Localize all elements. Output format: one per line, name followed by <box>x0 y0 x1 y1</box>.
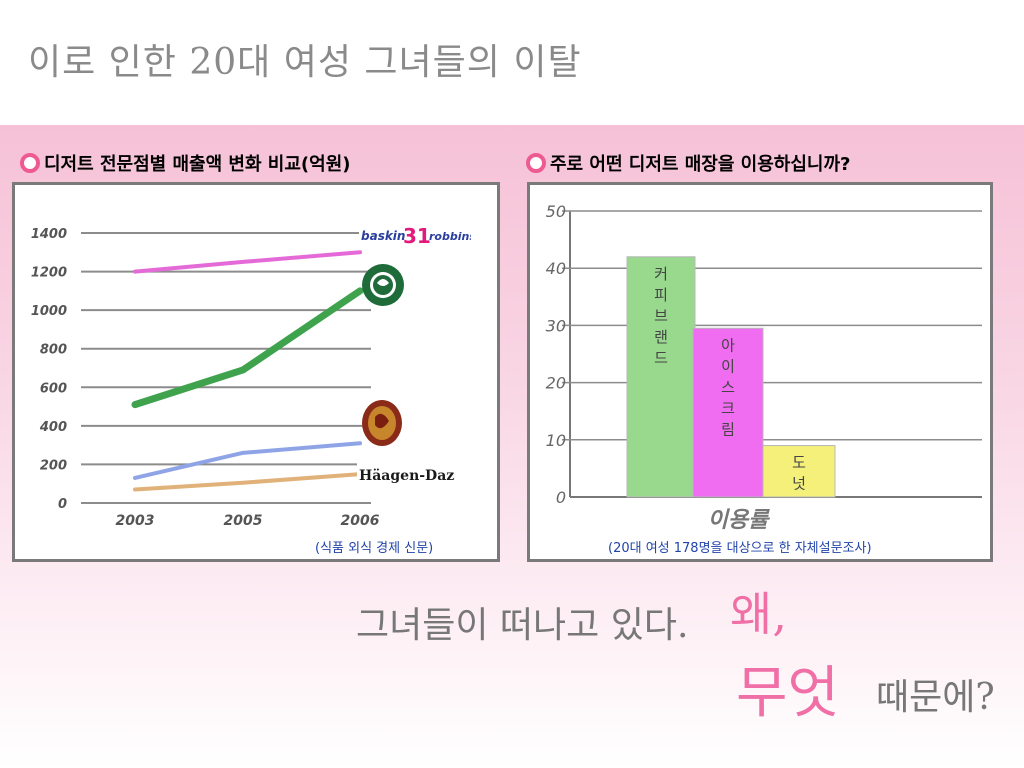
line-chart-panel: 0 200 400 600 800 1000 1200 1400 2003 2005 2006 ba… <box>12 182 500 562</box>
svg-text:robbins: robbins <box>429 230 471 243</box>
tagline-what: 무엇 <box>736 661 840 726</box>
bar <box>626 256 696 498</box>
svg-text:Häagen-Dazs: Häagen-Dazs <box>359 468 455 484</box>
page-title: 이로 인한 20대 여성 그녀들의 이탈 <box>28 42 582 83</box>
x-tick-label: 2005 <box>224 513 263 529</box>
y-tick-label: 200 <box>40 458 67 473</box>
right-heading-text: 주로 어떤 디저트 매장을 이용하십니까? <box>550 154 851 175</box>
y-tick-label: 30 <box>546 316 566 335</box>
y-tick-label: 20 <box>546 374 566 393</box>
y-tick-label: 50 <box>546 202 566 221</box>
y-tick-label: 1400 <box>31 227 67 242</box>
x-tick-label: 2003 <box>116 513 155 529</box>
left-source: (식품 외식 경제 신문) <box>315 541 434 556</box>
right-source: (20대 여성 178명을 대상으로 한 자체설문조사) <box>608 541 872 556</box>
y-tick-label: 800 <box>40 343 67 358</box>
bullet-icon <box>20 153 40 173</box>
tagline-because: 때문에? <box>876 677 995 718</box>
y-tick-label: 0 <box>556 488 566 507</box>
y-tick-label: 10 <box>546 431 566 450</box>
svg-text:baskin: baskin <box>361 229 405 243</box>
y-tick-label: 600 <box>40 381 67 396</box>
right-heading: 주로 어떤 디저트 매장을 이용하십니까? <box>526 148 850 178</box>
line-chart: 0 200 400 600 800 1000 1200 1400 2003 2005 2006 <box>31 227 380 529</box>
tagline-leaving: 그녀들이 떠나고 있다. <box>356 605 689 646</box>
bar <box>692 327 764 498</box>
y-tick-label: 0 <box>58 497 67 512</box>
haagen-dazs-logo: Häagen-Dazs <box>357 461 462 487</box>
series-line <box>133 472 362 492</box>
x-tick-label: 2006 <box>341 513 380 529</box>
starbucks-logo <box>361 263 405 307</box>
series-line <box>131 287 364 409</box>
series-line <box>133 441 362 480</box>
x-axis-label: 이용률 <box>708 508 770 533</box>
left-heading-text: 디저트 전문점별 매출액 변화 비교(억원) <box>44 154 351 175</box>
y-tick-label: 400 <box>39 420 67 435</box>
y-tick-label: 1000 <box>31 304 67 319</box>
left-heading: 디저트 전문점별 매출액 변화 비교(억원) <box>20 148 350 178</box>
series-line <box>133 250 362 274</box>
baskin-robbins-logo: baskin 31 robbins <box>359 215 476 251</box>
bar <box>762 445 836 498</box>
tagline-why: 왜, <box>730 587 787 641</box>
bullet-icon <box>526 153 546 173</box>
java-logo <box>361 399 403 447</box>
y-tick-label: 40 <box>546 259 566 278</box>
svg-text:31: 31 <box>403 224 431 248</box>
y-tick-label: 1200 <box>31 266 67 281</box>
